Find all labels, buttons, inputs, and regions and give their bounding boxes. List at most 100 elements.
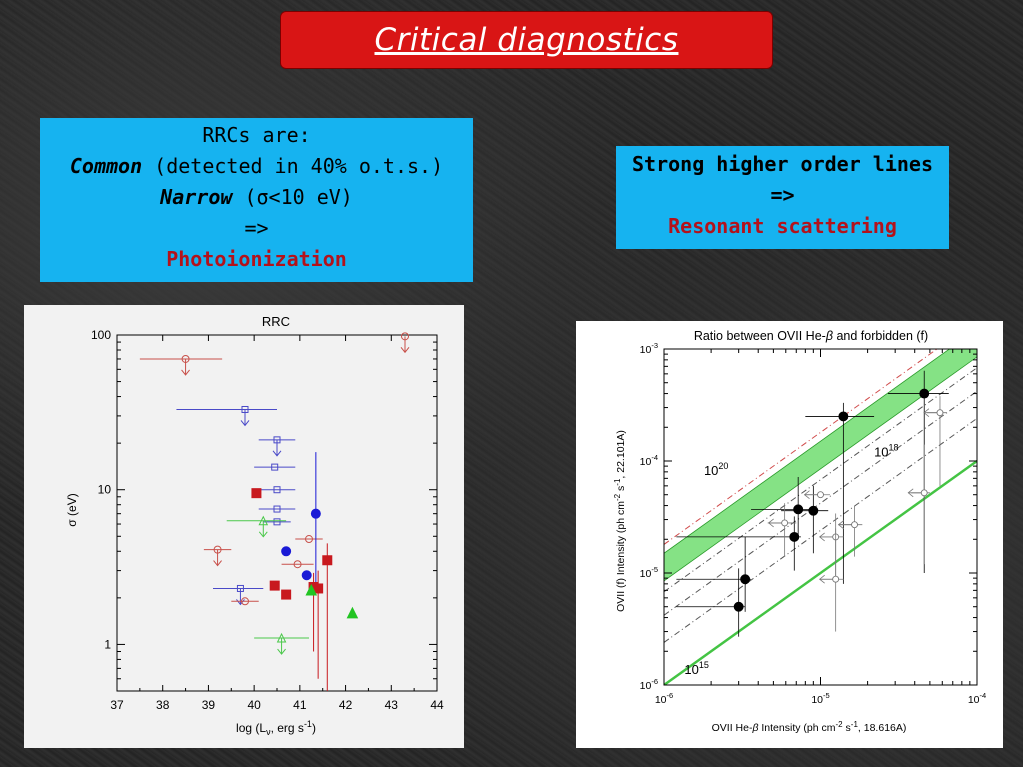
rrc-narrow-detail: (σ<10 eV) bbox=[232, 185, 353, 209]
rrc-conclusion: Photoionization bbox=[166, 247, 347, 271]
rrc-x-tick-label: 41 bbox=[293, 698, 307, 712]
rrc-x-axis-label: log (Lν, erg s-1) bbox=[236, 719, 316, 737]
rrc-x-tick-label: 43 bbox=[385, 698, 399, 712]
rrc-data-point bbox=[305, 535, 313, 544]
ovii-data-point bbox=[740, 574, 751, 585]
ovii-plot-frame bbox=[663, 348, 978, 686]
rrc-y-tick-label: 100 bbox=[91, 328, 111, 342]
ovii-y-tick-label: 10-6 bbox=[640, 677, 658, 692]
rrc-y-tick-label: 1 bbox=[104, 637, 111, 651]
ovii-upper-limit-arrowhead bbox=[819, 574, 825, 584]
rrc-data-point bbox=[273, 486, 281, 494]
rrc-data-point bbox=[401, 332, 409, 341]
rrc-data-point bbox=[181, 354, 190, 363]
ovii-x-axis-label: OVII He-β Intensity (ph cm-2 s-1, 18.616… bbox=[712, 720, 907, 734]
rrc-chart: RRC log (Lν, erg s-1) σ (eV) 37 38 39 40 41 4… bbox=[65, 314, 444, 737]
rrc-y-axis-label: σ (eV) bbox=[65, 493, 79, 526]
rrc-upper-limit-arrowhead bbox=[181, 369, 190, 376]
ovii-data-point bbox=[832, 575, 840, 583]
ovii-data-point bbox=[851, 521, 858, 529]
rrc-data-point bbox=[273, 436, 281, 444]
ovii-data-point bbox=[808, 505, 819, 516]
rrc-data-point bbox=[241, 597, 249, 606]
ovii-upper-limit-arrowhead bbox=[803, 490, 810, 500]
ovii-upper-limit-arrowhead bbox=[819, 532, 825, 542]
rrc-line-3: Narrow (σ<10 eV) bbox=[40, 182, 473, 213]
rrc-data-point bbox=[313, 583, 324, 594]
rrc-data-point bbox=[251, 488, 262, 499]
res-line-2: => bbox=[770, 183, 795, 207]
rrc-data-point bbox=[258, 515, 269, 526]
ovii-data-point bbox=[793, 504, 804, 515]
rrc-data-point bbox=[322, 555, 333, 566]
rrc-data-point bbox=[310, 508, 321, 519]
ovii-upper-limit-arrowhead bbox=[923, 408, 930, 417]
ovii-chart-panel: Ratio between OVII He-β and forbidden (f… bbox=[576, 321, 1003, 748]
rrc-chart-title: RRC bbox=[262, 314, 290, 329]
ovii-upper-limit-arrowhead bbox=[907, 488, 914, 498]
rrc-summary-box: RRCs are: Common (detected in 40% o.t.s.… bbox=[40, 118, 473, 282]
ovii-data-point bbox=[838, 411, 849, 422]
rrc-data-point bbox=[305, 583, 318, 596]
ovii-column-density-label: 1015 bbox=[684, 660, 708, 677]
rrc-x-tick-label: 38 bbox=[156, 698, 170, 712]
ovii-x-tick-label: 10-5 bbox=[811, 691, 829, 706]
rrc-line-2: Common (detected in 40% o.t.s.) bbox=[40, 151, 473, 182]
ovii-data-point bbox=[920, 489, 928, 497]
ovii-column-density-label: 1018 bbox=[874, 442, 898, 459]
rrc-data-point bbox=[269, 580, 280, 591]
ovii-data-point bbox=[817, 491, 824, 499]
rrc-upper-limit-arrowhead bbox=[213, 560, 222, 567]
ovii-upper-limit-arrowhead bbox=[767, 518, 774, 528]
rrc-x-tick-label: 39 bbox=[202, 698, 216, 712]
ovii-model-line bbox=[664, 390, 977, 616]
rrc-upper-limit-arrowhead bbox=[400, 347, 410, 354]
rrc-chart-panel: RRC log (Lν, erg s-1) σ (eV) 37 38 39 40 41 4… bbox=[24, 305, 464, 748]
rrc-data-point bbox=[241, 405, 249, 413]
ovii-model-line bbox=[664, 459, 977, 685]
rrc-data-point bbox=[271, 463, 279, 471]
ovii-y-axis-label: OVII (f) Intensity (ph cm-2 s-1, 22.101A… bbox=[613, 430, 627, 612]
rrc-data-point bbox=[273, 505, 281, 513]
ovii-data-point bbox=[919, 388, 930, 399]
ovii-x-tick-label: 10-6 bbox=[655, 691, 673, 706]
rrc-plot-frame bbox=[116, 334, 438, 692]
rrc-data-point bbox=[236, 584, 244, 592]
rrc-data-point bbox=[293, 560, 302, 569]
rrc-data-point bbox=[301, 570, 312, 581]
res-conclusion: Resonant scattering bbox=[668, 214, 897, 238]
ovii-y-tick-label: 10-4 bbox=[640, 453, 658, 468]
rrc-x-tick-label: 42 bbox=[339, 698, 353, 712]
ovii-data-point bbox=[789, 531, 800, 542]
rrc-x-tick-label: 44 bbox=[430, 698, 444, 712]
rrc-line-1: RRCs are: bbox=[202, 123, 311, 147]
rrc-upper-limit-arrowhead bbox=[272, 450, 282, 457]
rrc-common-detail: (detected in 40% o.t.s.) bbox=[142, 154, 444, 178]
ovii-model-band bbox=[664, 349, 977, 582]
rrc-data-point bbox=[346, 606, 359, 619]
rrc-x-tick-label: 40 bbox=[247, 698, 261, 712]
ovii-chart: Ratio between OVII He-β and forbidden (f… bbox=[613, 329, 986, 734]
rrc-line-4: => bbox=[244, 216, 269, 240]
rrc-data-point bbox=[281, 546, 292, 557]
ovii-y-tick-label: 10-3 bbox=[640, 341, 658, 356]
ovii-y-tick-label: 10-5 bbox=[640, 565, 658, 580]
title-banner: Critical diagnostics bbox=[280, 11, 773, 69]
ovii-plot-area bbox=[664, 349, 977, 685]
ovii-x-tick-label: 10-4 bbox=[968, 691, 986, 706]
ovii-data-point bbox=[936, 409, 944, 417]
rrc-upper-limit-arrowhead bbox=[258, 531, 268, 538]
slide-title: Critical diagnostics bbox=[374, 22, 679, 58]
rrc-data-point bbox=[281, 589, 292, 600]
rrc-data-point bbox=[213, 545, 222, 554]
res-line-1: Strong higher order lines bbox=[631, 152, 934, 176]
rrc-common-label: Common bbox=[69, 154, 143, 178]
rrc-x-tick-label: 37 bbox=[110, 698, 124, 712]
ovii-data-point bbox=[781, 519, 789, 527]
rrc-narrow-label: Narrow bbox=[160, 185, 233, 209]
rrc-upper-limit-arrowhead bbox=[240, 420, 250, 427]
ovii-chart-title: Ratio between OVII He-β and forbidden (f… bbox=[694, 329, 928, 343]
ovii-data-point bbox=[733, 601, 744, 612]
ovii-model-line bbox=[664, 367, 977, 593]
rrc-data-point bbox=[273, 518, 281, 526]
